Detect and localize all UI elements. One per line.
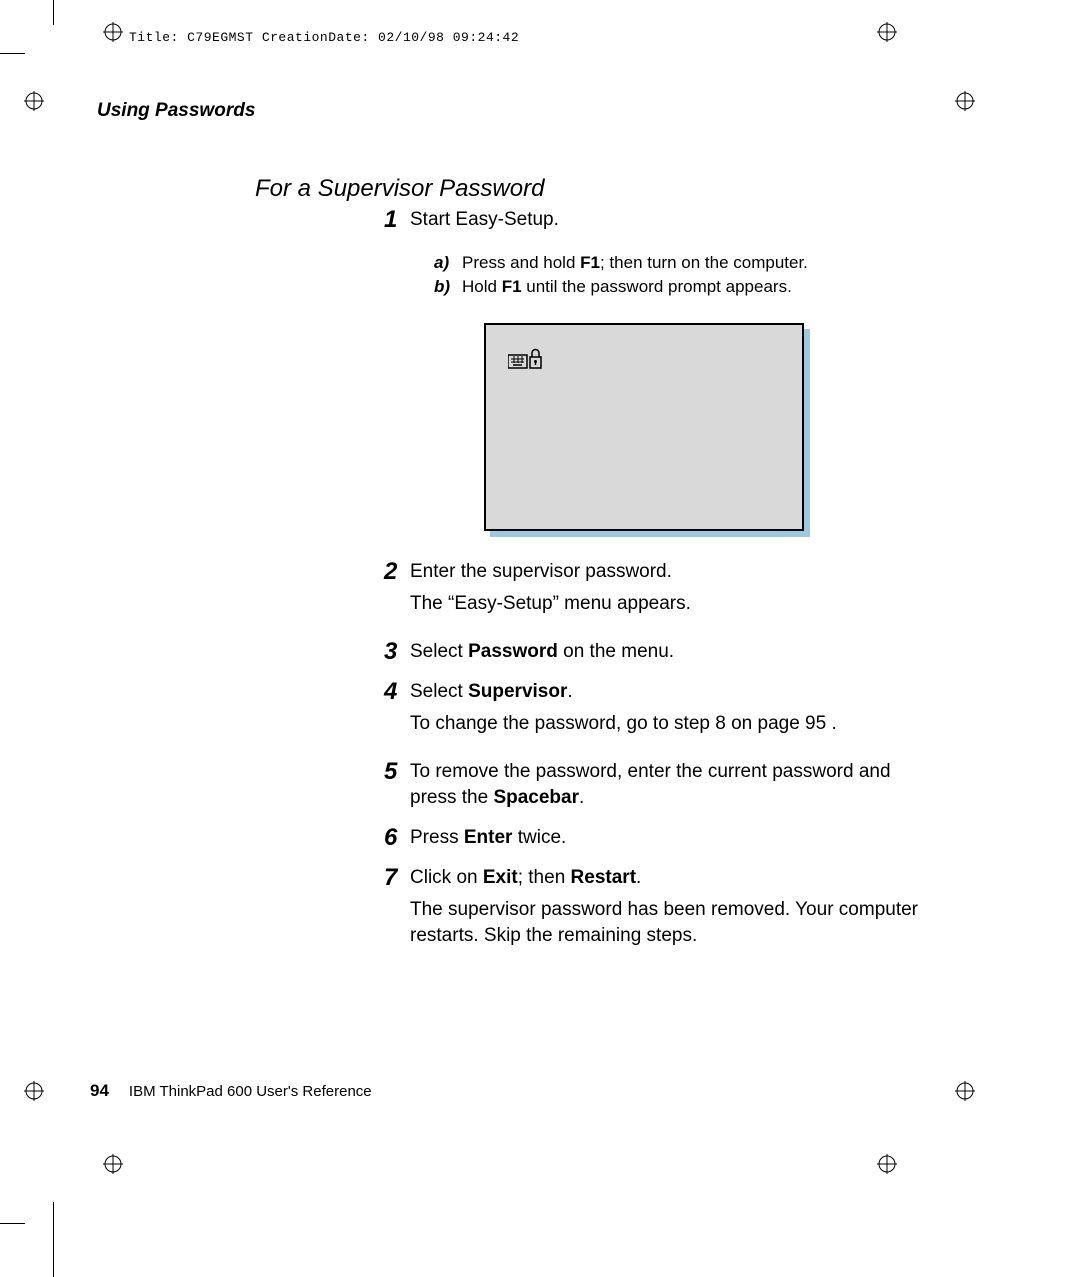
step-text-inline: Start Easy-Setup.: [410, 209, 559, 230]
password-prompt-figure: [484, 323, 804, 531]
step-number: 1: [384, 207, 402, 233]
sub-label: b): [434, 275, 456, 299]
step-number: 2: [384, 559, 402, 585]
sub-item-b: b) Hold F1 until the password prompt app…: [434, 275, 924, 299]
step-note: The supervisor password has been removed…: [410, 897, 924, 949]
crop-line: [53, 1202, 54, 1277]
crop-mark-icon: [955, 1081, 975, 1101]
crop-line: [0, 53, 25, 54]
step-number: 3: [384, 639, 402, 665]
step-6: 6 Press Enter twice.: [384, 825, 924, 851]
book-title: IBM ThinkPad 600 User's Reference: [129, 1083, 372, 1100]
sub-text: Press and hold F1; then turn on the comp…: [462, 251, 808, 275]
crop-mark-icon: [955, 91, 975, 111]
sub-text: Hold F1 until the password prompt appear…: [462, 275, 792, 299]
crop-line: [0, 1223, 25, 1224]
step-4: 4 Select Supervisor.: [384, 679, 924, 705]
sub-list: a) Press and hold F1; then turn on the c…: [434, 251, 924, 299]
step-7: 7 Click on Exit; then Restart.: [384, 865, 924, 891]
crop-mark-icon: [24, 91, 44, 111]
step-note: The “Easy-Setup” menu appears.: [410, 591, 924, 617]
step-text: Enter the supervisor password.: [410, 559, 924, 585]
crop-mark-icon: [24, 1081, 44, 1101]
step-3: 3 Select Password on the menu.: [384, 639, 924, 665]
running-header: Using Passwords: [97, 100, 255, 122]
step-2: 2 Enter the supervisor password.: [384, 559, 924, 585]
crop-mark-icon: [103, 1154, 123, 1174]
step-number: 7: [384, 865, 402, 891]
section-title: For a Supervisor Password: [255, 175, 544, 203]
step-1: 1 Start Easy-Setup. a) Press and hold F1…: [384, 207, 924, 299]
step-text: Start Easy-Setup. a) Press and hold F1; …: [410, 207, 924, 299]
crop-mark-icon: [103, 22, 123, 42]
step-text: To remove the password, enter the curren…: [410, 759, 924, 811]
print-meta-line: Title: C79EGMST CreationDate: 02/10/98 0…: [129, 30, 519, 45]
sub-label: a): [434, 251, 456, 275]
figure-box: [484, 323, 804, 531]
page-number: 94: [90, 1081, 109, 1100]
step-text: Press Enter twice.: [410, 825, 924, 851]
crop-line: [53, 0, 54, 25]
step-5: 5 To remove the password, enter the curr…: [384, 759, 924, 811]
step-note: To change the password, go to step 8 on …: [410, 711, 924, 737]
step-number: 4: [384, 679, 402, 705]
step-text: Select Supervisor.: [410, 679, 924, 705]
page-footer: 94 IBM ThinkPad 600 User's Reference: [90, 1081, 372, 1101]
step-text: Click on Exit; then Restart.: [410, 865, 924, 891]
password-prompt-icon: [508, 347, 542, 369]
document-page: Title: C79EGMST CreationDate: 02/10/98 0…: [0, 0, 1080, 1277]
step-number: 6: [384, 825, 402, 851]
step-text: Select Password on the menu.: [410, 639, 924, 665]
sub-item-a: a) Press and hold F1; then turn on the c…: [434, 251, 924, 275]
step-number: 5: [384, 759, 402, 785]
crop-mark-icon: [877, 1154, 897, 1174]
crop-mark-icon: [877, 22, 897, 42]
content-area: 1 Start Easy-Setup. a) Press and hold F1…: [384, 207, 924, 949]
